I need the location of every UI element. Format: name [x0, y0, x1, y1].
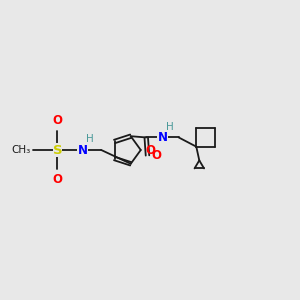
- Text: O: O: [52, 173, 62, 186]
- Text: O: O: [52, 114, 62, 127]
- Text: H: H: [166, 122, 174, 132]
- Text: N: N: [77, 143, 88, 157]
- Text: N: N: [158, 131, 167, 144]
- Text: O: O: [152, 149, 162, 162]
- Text: CH₃: CH₃: [11, 145, 31, 155]
- Text: O: O: [145, 143, 155, 157]
- Text: S: S: [53, 143, 62, 157]
- Text: H: H: [86, 134, 94, 145]
